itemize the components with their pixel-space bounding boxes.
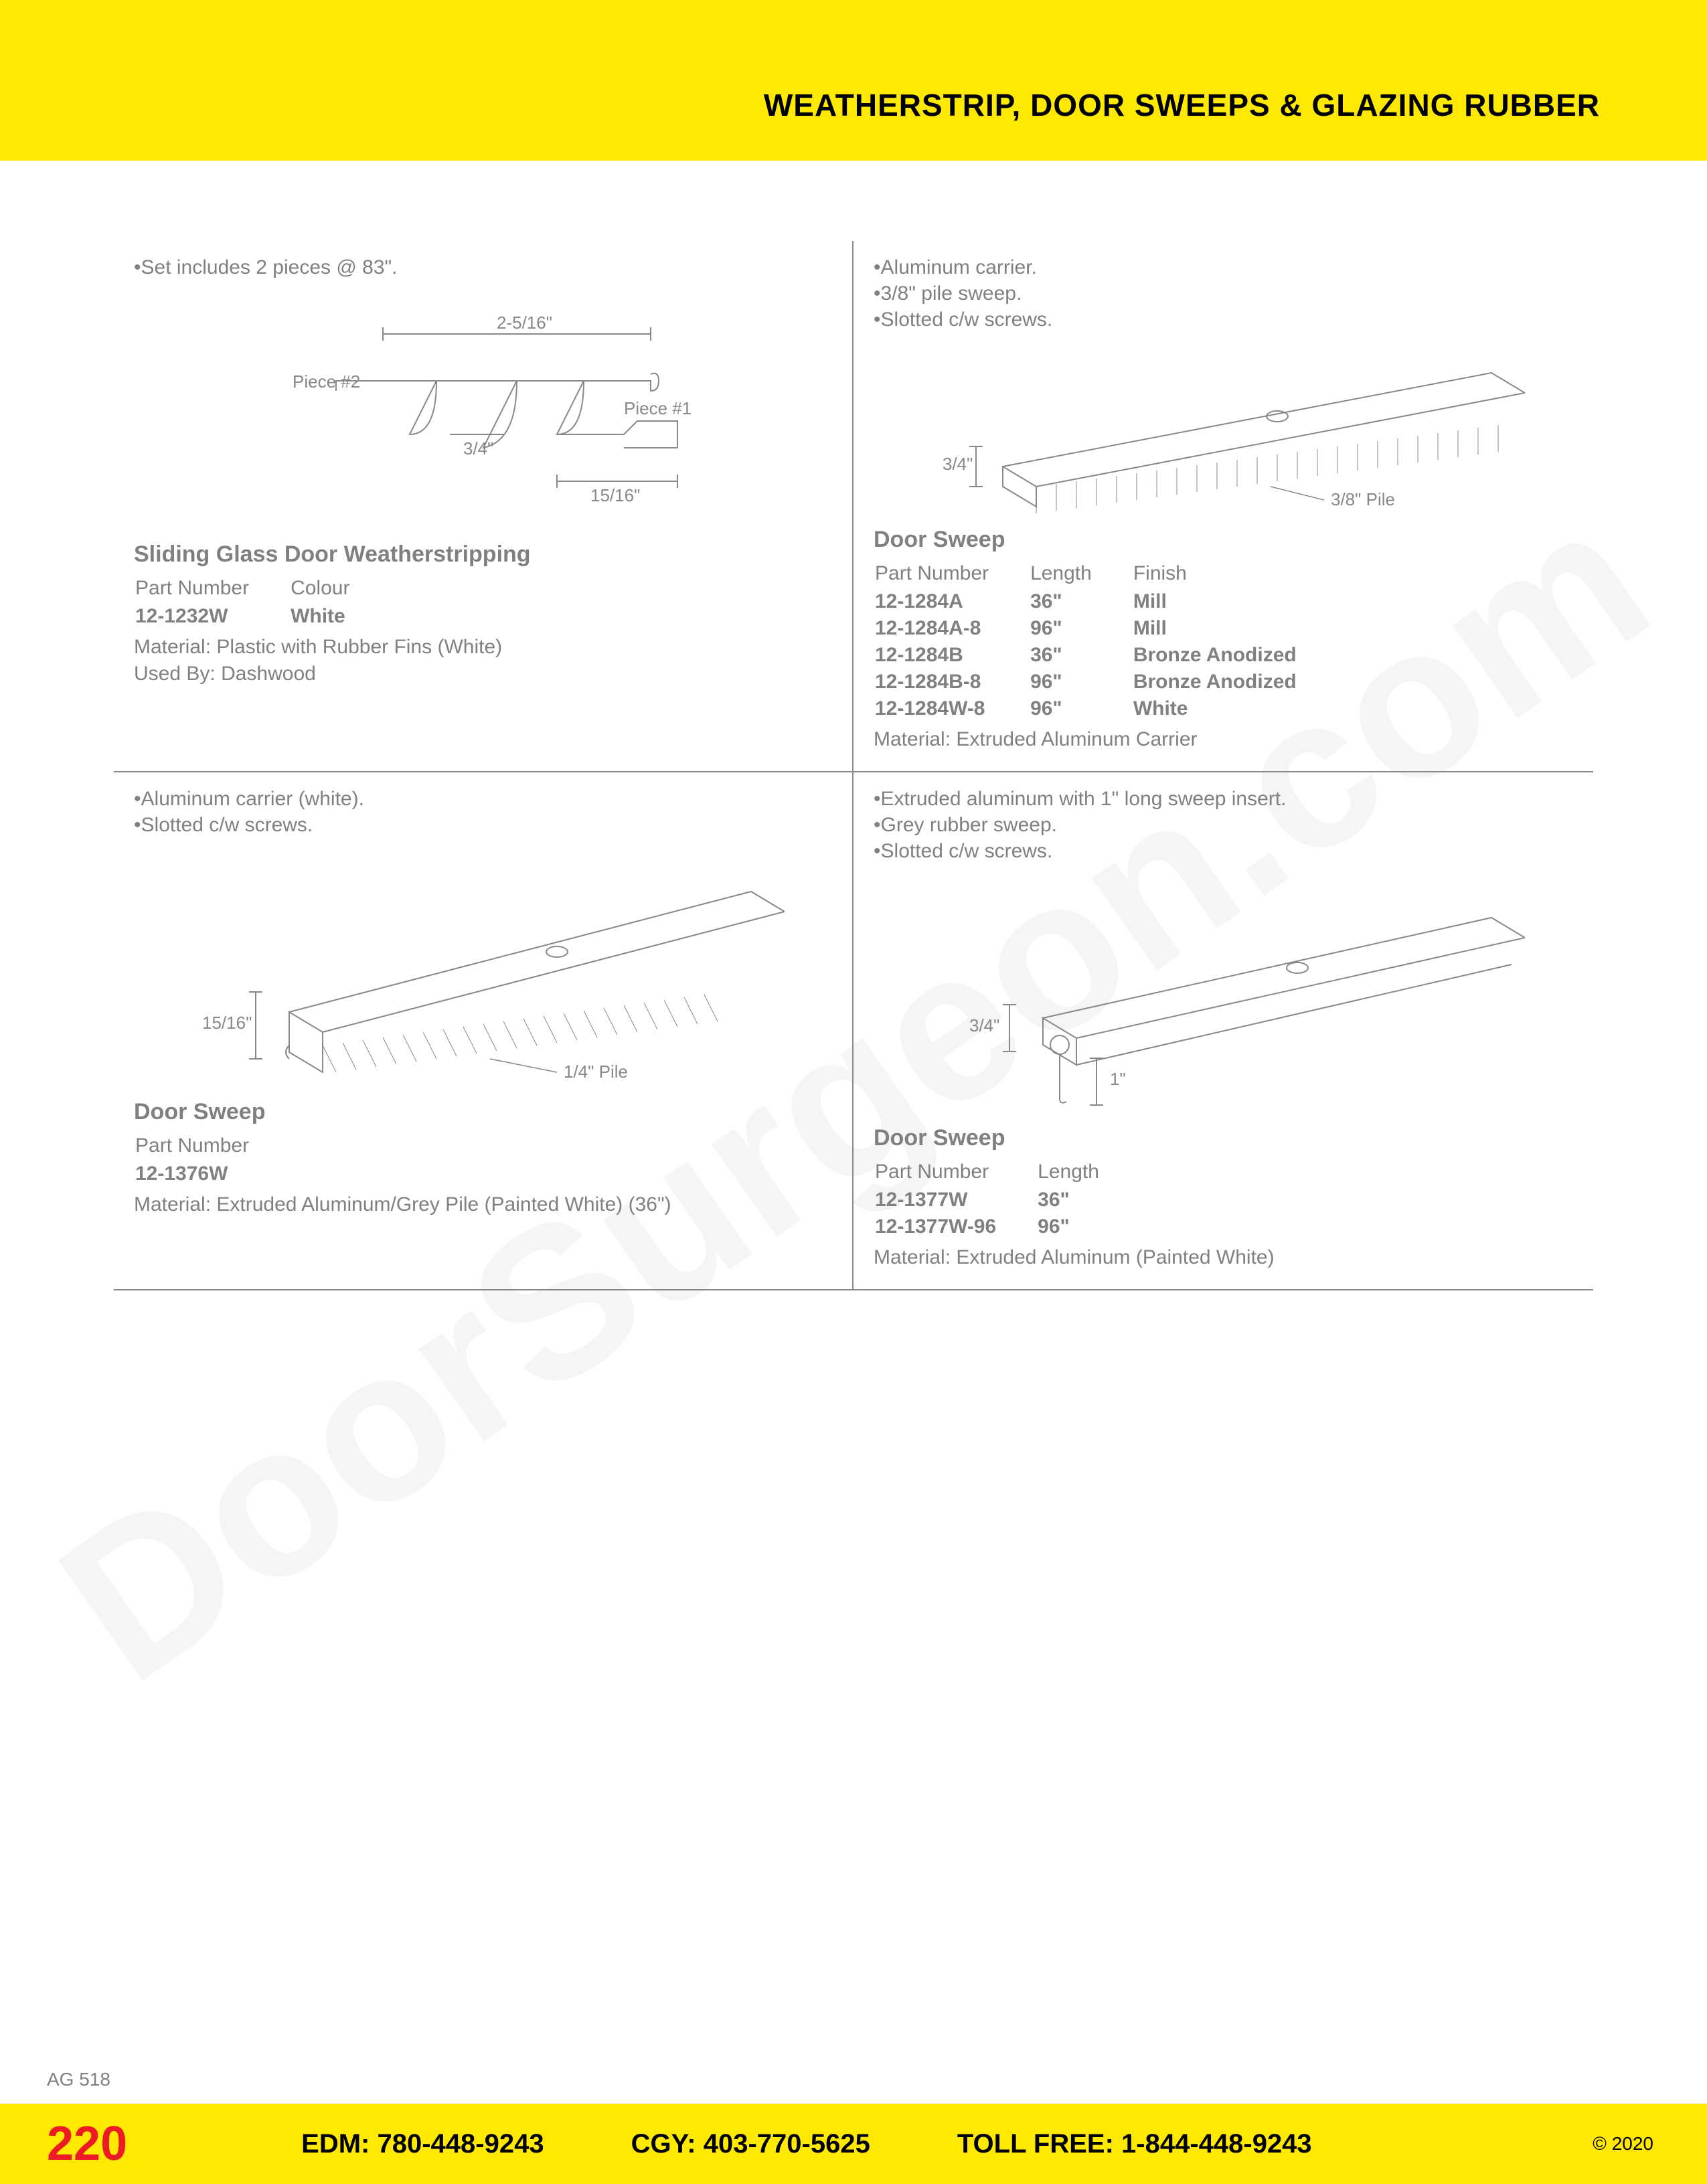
footer-bar: 220 EDM: 780-448-9243 CGY: 403-770-5625 … <box>0 2104 1707 2184</box>
product-grid: Set includes 2 pieces @ 83". 2-5/16" Pie… <box>114 241 1593 1290</box>
note-line: Grey rubber sweep. <box>874 812 1573 838</box>
table-row: 12-1232W White <box>135 605 390 631</box>
dim-gap: 3/4" <box>463 438 493 458</box>
product-title: Door Sweep <box>874 527 1573 553</box>
phone-edm: EDM: 780-448-9243 <box>301 2129 544 2159</box>
note-line: Slotted c/w screws. <box>874 838 1573 864</box>
product-title: Sliding Glass Door Weatherstripping <box>134 541 832 568</box>
label-piece1: Piece #1 <box>624 398 692 418</box>
header-bar: WEATHERSTRIP, DOOR SWEEPS & GLAZING RUBB… <box>0 0 1707 161</box>
dim-height: 15/16" <box>202 1013 252 1033</box>
material-line: Material: Plastic with Rubber Fins (Whit… <box>134 636 832 659</box>
table-row: 12-1284A-896"Mill <box>875 617 1337 643</box>
notes: Aluminum carrier (white). Slotted c/w sc… <box>134 786 832 838</box>
spec-table: Part Number 12-1376W <box>134 1133 291 1189</box>
pile-label: 3/8" Pile <box>1331 489 1395 509</box>
col-header: Colour <box>291 577 390 604</box>
diagram: 2-5/16" Piece #2 3/4" Piece #1 <box>134 287 832 541</box>
phone-tollfree: TOLL FREE: 1-844-448-9243 <box>957 2129 1312 2159</box>
material-line: Material: Extruded Aluminum/Grey Pile (P… <box>134 1193 832 1216</box>
copyright: © 2020 <box>1593 2133 1653 2155</box>
colour: White <box>291 605 390 631</box>
note-line: Set includes 2 pieces @ 83". <box>134 254 832 280</box>
table-row: 12-1284B36"Bronze Anodized <box>875 644 1337 669</box>
note-line: 3/8" pile sweep. <box>874 280 1573 307</box>
note-line: Aluminum carrier (white). <box>134 786 832 812</box>
dim-sweep: 1" <box>1110 1069 1126 1089</box>
notes: Set includes 2 pieces @ 83". <box>134 254 832 280</box>
pile-label: 1/4" Pile <box>564 1062 628 1082</box>
note-line: Slotted c/w screws. <box>134 812 832 838</box>
product-title: Door Sweep <box>134 1099 832 1125</box>
table-row: 12-1377W-9696" <box>875 1215 1139 1241</box>
col-header: Part Number <box>875 562 1029 589</box>
col-header: Part Number <box>135 1135 289 1161</box>
label-piece2: Piece #2 <box>293 371 360 392</box>
product-top-right: Aluminum carrier. 3/8" pile sweep. Slott… <box>854 241 1593 772</box>
dim-width: 2-5/16" <box>497 314 552 333</box>
diagram: 3/4" 3/8" Pile <box>874 339 1573 527</box>
col-header: Length <box>1038 1161 1139 1187</box>
material-line: Material: Extruded Aluminum (Painted Whi… <box>874 1246 1573 1269</box>
table-row: 12-1284A36"Mill <box>875 590 1337 616</box>
col-header: Finish <box>1133 562 1337 589</box>
diagram: 15/16" 1/4" Pile <box>134 845 832 1099</box>
diagram: 3/4" 1" <box>874 871 1573 1125</box>
notes: Extruded aluminum with 1" long sweep ins… <box>874 786 1573 864</box>
part-number: 12-1232W <box>135 605 289 631</box>
col-header: Part Number <box>875 1161 1036 1187</box>
product-top-left: Set includes 2 pieces @ 83". 2-5/16" Pie… <box>114 241 854 772</box>
page-reference: AG 518 <box>47 2069 110 2090</box>
dim-height: 3/4" <box>969 1015 999 1035</box>
phone-cgy: CGY: 403-770-5625 <box>631 2129 870 2159</box>
page-title: WEATHERSTRIP, DOOR SWEEPS & GLAZING RUBB… <box>764 87 1600 123</box>
page-number: 220 <box>47 2116 127 2171</box>
dim-height: 3/4" <box>943 454 973 474</box>
spec-table: Part Number Length 12-1377W36" 12-1377W-… <box>874 1159 1141 1242</box>
usedby-line: Used By: Dashwood <box>134 663 832 685</box>
spec-table: Part Number Colour 12-1232W White <box>134 576 391 632</box>
content-area: Set includes 2 pieces @ 83". 2-5/16" Pie… <box>0 161 1707 1290</box>
note-line: Extruded aluminum with 1" long sweep ins… <box>874 786 1573 812</box>
table-row: 12-1377W36" <box>875 1189 1139 1214</box>
table-row: 12-1284W-896"White <box>875 697 1337 723</box>
product-bottom-left: Aluminum carrier (white). Slotted c/w sc… <box>114 772 854 1289</box>
product-bottom-right: Extruded aluminum with 1" long sweep ins… <box>854 772 1593 1289</box>
dim-edge: 15/16" <box>590 485 640 505</box>
col-header: Part Number <box>135 577 289 604</box>
table-row: 12-1376W <box>135 1163 289 1188</box>
col-header: Length <box>1030 562 1132 589</box>
note-line: Aluminum carrier. <box>874 254 1573 280</box>
product-title: Door Sweep <box>874 1125 1573 1151</box>
notes: Aluminum carrier. 3/8" pile sweep. Slott… <box>874 254 1573 333</box>
note-line: Slotted c/w screws. <box>874 307 1573 333</box>
spec-table: Part Number Length Finish 12-1284A36"Mil… <box>874 561 1338 724</box>
material-line: Material: Extruded Aluminum Carrier <box>874 728 1573 751</box>
table-row: 12-1284B-896"Bronze Anodized <box>875 671 1337 696</box>
